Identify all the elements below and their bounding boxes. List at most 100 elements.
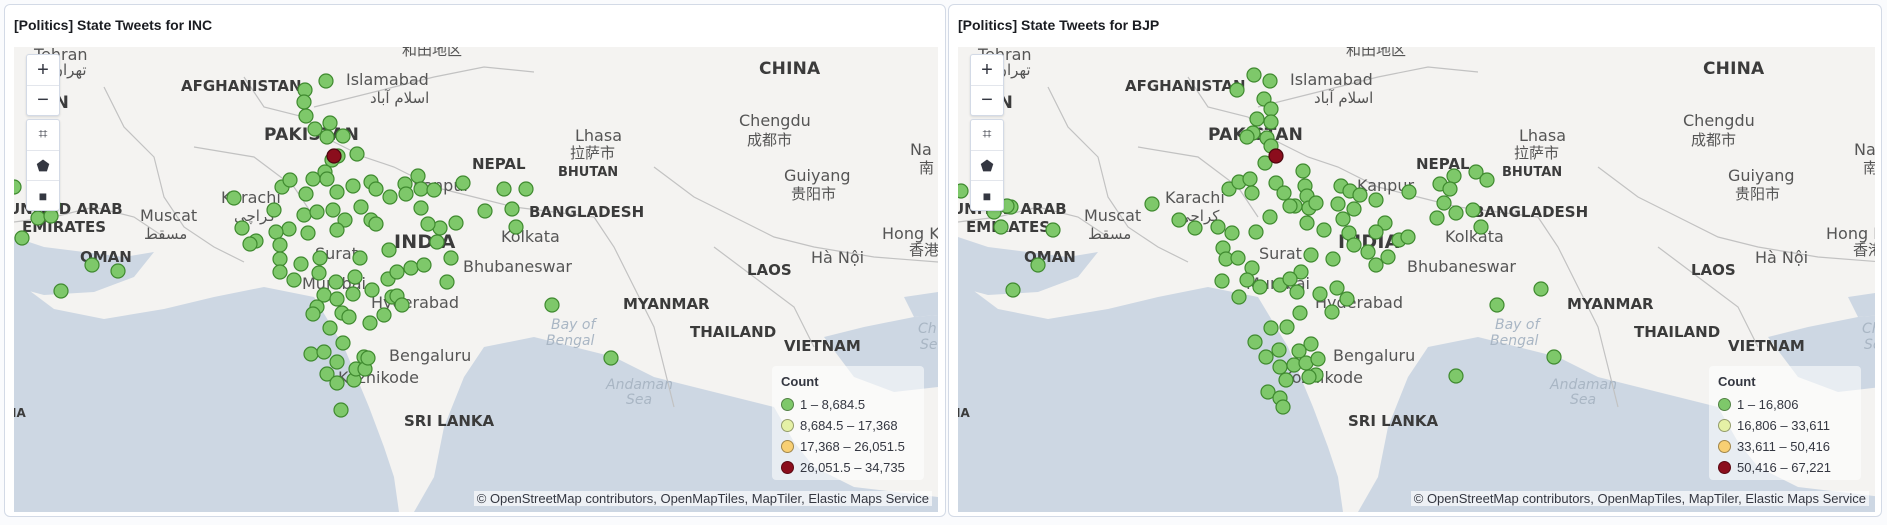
state-point[interactable] [504,201,520,217]
state-point[interactable] [1263,320,1279,336]
polygon-icon[interactable]: ⬟ [971,150,1003,180]
state-point[interactable] [337,212,353,228]
state-point[interactable] [242,236,258,252]
state-point[interactable] [1293,264,1309,280]
state-point[interactable] [398,186,414,202]
state-point[interactable] [1436,195,1452,211]
map-canvas[interactable]: Tehran تهران RAN AFGHANISTAN PAKISTAN Is… [14,47,938,512]
state-point[interactable] [305,171,321,187]
state-point[interactable] [360,350,376,366]
state-point[interactable] [1030,257,1046,273]
state-point[interactable] [1214,273,1230,289]
state-point[interactable] [319,171,335,187]
state-point[interactable] [1346,237,1362,253]
state-point[interactable] [1257,155,1273,171]
state-point[interactable] [352,250,368,266]
state-point[interactable] [1244,185,1260,201]
state-point[interactable] [508,219,524,235]
state-point[interactable] [1279,319,1295,335]
state-point[interactable] [439,274,455,290]
state-point[interactable] [496,181,512,197]
state-point[interactable] [1546,349,1562,365]
state-point[interactable] [30,210,46,226]
state-point[interactable] [1380,249,1396,265]
state-point[interactable] [303,346,319,362]
state-point[interactable] [281,221,297,237]
state-point[interactable] [1224,225,1240,241]
state-point[interactable] [416,257,432,273]
state-point[interactable] [14,179,22,195]
state-point[interactable] [1229,82,1245,98]
state-point[interactable] [333,402,349,418]
state-point[interactable] [319,129,335,145]
state-point[interactable] [1335,211,1351,227]
state-point[interactable] [1210,219,1226,235]
state-point[interactable] [1258,349,1274,365]
state-point[interactable] [544,297,560,313]
state-point[interactable] [341,309,357,325]
state-point[interactable] [368,181,384,197]
state-point[interactable] [1247,334,1263,350]
state-point[interactable] [477,203,493,219]
state-point[interactable] [1401,184,1417,200]
state-point[interactable] [362,315,378,331]
state-point[interactable] [325,202,341,218]
state-point[interactable] [309,204,325,220]
state-point[interactable] [1448,205,1464,221]
state-point-high[interactable] [326,148,342,164]
state-point[interactable] [1352,187,1368,203]
state-point[interactable] [1239,272,1255,288]
state-point-high[interactable] [1268,148,1284,164]
state-point[interactable] [1316,222,1332,238]
state-point[interactable] [1324,304,1340,320]
state-point[interactable] [286,272,302,288]
square-icon[interactable]: ■ [971,180,1003,210]
crop-icon[interactable]: ⌗ [38,126,48,143]
state-point[interactable] [1282,271,1298,287]
state-point[interactable] [296,207,312,223]
state-point[interactable] [1325,251,1341,267]
state-point[interactable] [312,250,328,266]
state-point[interactable] [1282,198,1298,214]
state-point[interactable] [335,335,351,351]
state-point[interactable] [1360,244,1376,260]
state-point[interactable] [1346,201,1362,217]
state-point[interactable] [1465,202,1481,218]
state-point[interactable] [53,283,69,299]
state-point[interactable] [307,121,323,137]
state-point[interactable] [1299,215,1315,231]
state-point[interactable] [1310,351,1326,367]
state-point[interactable] [1271,342,1287,358]
state-point[interactable] [353,199,369,215]
state-point[interactable] [410,168,426,184]
state-point[interactable] [1262,209,1278,225]
state-point[interactable] [413,200,429,216]
map-canvas[interactable]: Tehran تهران RAN AFGHANISTAN PAKISTAN Is… [958,47,1875,512]
state-point[interactable] [1377,215,1393,231]
state-point[interactable] [1533,281,1549,297]
state-point[interactable] [1368,192,1384,208]
state-point[interactable] [603,350,619,366]
state-point[interactable] [1275,399,1291,415]
state-point[interactable] [345,178,361,194]
state-point[interactable] [1303,336,1319,352]
state-point[interactable] [1239,129,1255,145]
state-point[interactable] [1268,175,1284,191]
state-point[interactable] [329,354,345,370]
state-point[interactable] [1301,369,1317,385]
state-point[interactable] [1242,171,1258,187]
state-point[interactable] [1171,212,1187,228]
zoom-in-button[interactable]: + [981,58,993,81]
state-point[interactable] [298,108,314,124]
state-point[interactable] [1312,286,1328,302]
state-point[interactable] [1308,195,1324,211]
state-point[interactable] [329,291,345,307]
state-point[interactable] [311,265,327,281]
state-point[interactable] [1248,224,1264,240]
state-point[interactable] [448,215,464,231]
state-point[interactable] [382,189,398,205]
state-point[interactable] [1230,250,1246,266]
state-point[interactable] [329,375,345,391]
state-point[interactable] [282,172,298,188]
state-point[interactable] [403,260,419,276]
